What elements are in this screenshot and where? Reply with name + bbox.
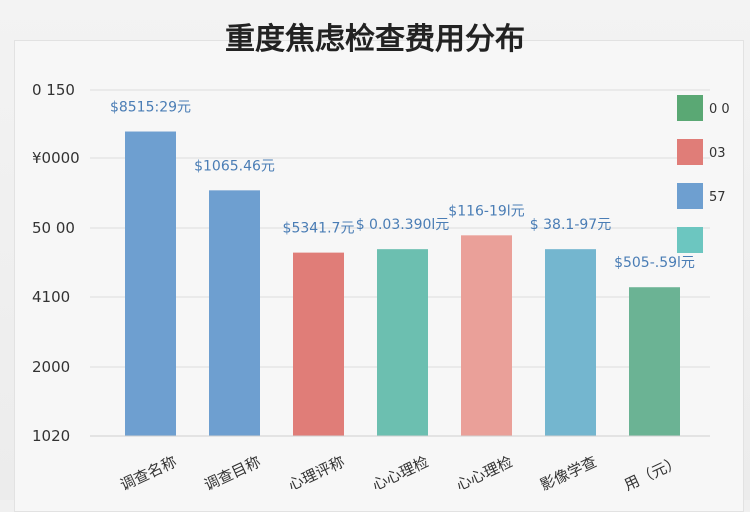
legend-swatch [677,183,703,209]
bar [293,252,344,436]
bar [545,249,596,436]
data-label: $505-.59l元 [614,255,695,271]
legend-label: 57 [709,190,726,205]
y-tick-label: ¥0000 [32,149,80,167]
y-tick-label: 2000 [32,358,70,376]
data-label: $5341.7元 [283,221,355,237]
y-tick-label: 4100 [32,288,70,306]
data-label: $1065.46元 [194,158,275,174]
x-tick-label: 用（元） [621,453,683,495]
bar [629,287,680,436]
data-label: $8515:29元 [110,100,191,116]
legend-label: 03 [709,146,726,161]
x-tick-label: 调查目称 [201,453,263,495]
data-label: $116-19l元 [448,203,524,219]
bar [377,249,428,436]
bar [125,131,176,436]
legend-swatch [677,227,703,253]
legend-swatch [677,139,703,165]
x-tick-label: 心理评称 [285,453,347,495]
bar [461,235,512,436]
x-tick-label: 心心理检 [369,453,431,495]
legend-swatch [677,95,703,121]
chart-title: 重度焦虑检查费用分布 [225,22,525,57]
bar [209,190,260,436]
legend-label: 0 0 [709,102,730,117]
y-tick-label: 1020 [32,427,70,445]
y-tick-label: 50 00 [32,219,75,237]
y-tick-label: 0 150 [32,81,75,99]
data-label: $ 0.03.390l元 [356,217,450,233]
x-tick-label: 心心理检 [453,453,515,495]
data-label: $ 38.1-97元 [530,217,611,233]
bar-chart: 0 150 ¥0000 50 00 4100 2000 1020 $8515:29元调查名称… [32,81,730,495]
x-tick-label: 调查名称 [117,453,179,495]
x-tick-label: 影像学查 [537,453,599,495]
